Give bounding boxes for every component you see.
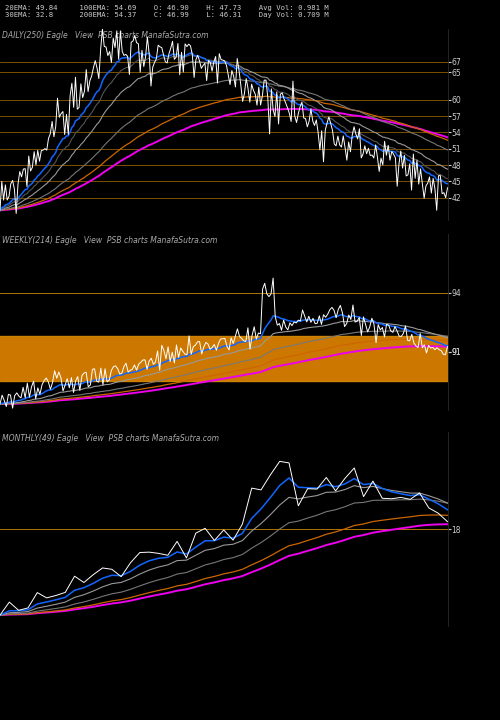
Bar	[0, 336, 448, 381]
Text: MONTHLY(49) Eagle   View  PSB charts ManafaSutra.com: MONTHLY(49) Eagle View PSB charts Manafa…	[2, 434, 219, 443]
Text: DAILY(250) Eagle   View  PSB charts ManafaSutra.com: DAILY(250) Eagle View PSB charts ManafaS…	[2, 31, 208, 40]
Text: 20EMA: 49.84     100EMA: 54.69    O: 46.90    H: 47.73    Avg Vol: 0.981 M: 20EMA: 49.84 100EMA: 54.69 O: 46.90 H: 4…	[5, 5, 329, 11]
Text: WEEKLY(214) Eagle   View  PSB charts ManafaSutra.com: WEEKLY(214) Eagle View PSB charts Manafa…	[2, 235, 218, 245]
Text: 30EMA: 32.8      200EMA: 54.37    C: 46.99    L: 46.31    Day Vol: 0.709 M: 30EMA: 32.8 200EMA: 54.37 C: 46.99 L: 46…	[5, 12, 329, 18]
